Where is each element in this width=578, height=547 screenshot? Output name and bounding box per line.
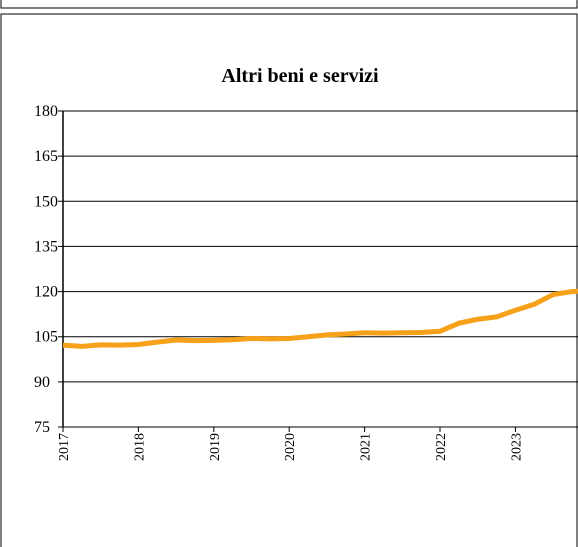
y-tick-label: 105 (34, 329, 58, 346)
chart-title: Altri beni e servizi (221, 65, 379, 87)
x-tick-label: 2021 (359, 433, 374, 461)
x-tick-label: 2018 (132, 433, 147, 461)
x-tick-label: 2023 (509, 433, 524, 461)
y-tick-label: 120 (34, 284, 58, 301)
top-panel (0, 0, 578, 9)
y-tick-label: 75 (34, 419, 50, 436)
chart-frame (0, 13, 578, 547)
x-tick-label: 2017 (57, 433, 72, 461)
x-tick-label: 2019 (208, 433, 223, 461)
x-tick-label: 2022 (434, 433, 449, 461)
y-tick-label: 90 (34, 374, 50, 391)
data-line (62, 288, 578, 349)
y-tick-label: 150 (34, 193, 58, 210)
x-tick-label: 2020 (283, 433, 298, 461)
y-tick-label: 180 (34, 103, 58, 120)
y-tick-label: 135 (34, 238, 58, 255)
y-tick-label: 165 (34, 148, 58, 165)
